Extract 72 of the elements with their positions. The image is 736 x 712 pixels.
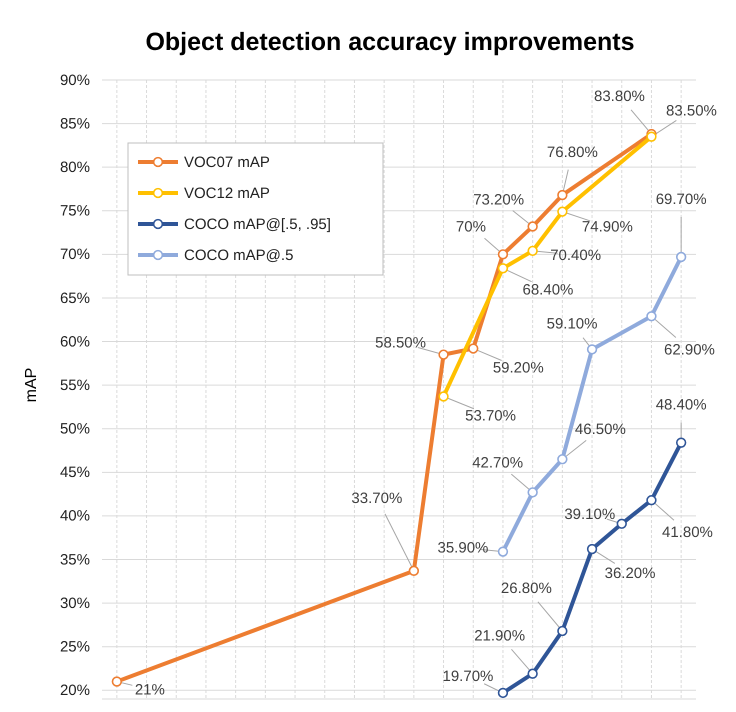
point <box>498 546 508 557</box>
point <box>438 391 449 402</box>
data-label: 62.90% <box>664 341 715 358</box>
point <box>498 263 508 274</box>
point <box>498 249 508 260</box>
data-label: 70% <box>456 218 486 236</box>
data-label: 83.80% <box>594 88 645 106</box>
data-label: 58.50% <box>375 334 426 352</box>
legend-label: COCO mAP@[.5, .95] <box>184 216 331 233</box>
point <box>408 566 420 576</box>
legend-label: VOC07 mAP <box>184 154 270 171</box>
y-tick-label: 75% <box>60 202 90 220</box>
y-tick-label: 55% <box>60 376 90 394</box>
point <box>468 343 478 354</box>
point <box>557 190 568 200</box>
data-label: 70.40% <box>550 246 602 264</box>
data-label: 83.50% <box>666 102 717 120</box>
y-tick-label: 50% <box>60 420 90 438</box>
data-label: 21% <box>134 682 165 699</box>
point <box>527 246 538 256</box>
legend-label: COCO mAP@.5 <box>184 247 294 264</box>
y-tick-label: 40% <box>60 508 90 525</box>
point <box>646 311 657 322</box>
data-label: 39.10% <box>564 506 616 523</box>
point <box>438 349 449 360</box>
y-tick-label: 45% <box>60 464 90 482</box>
y-tick-label: 25% <box>60 638 90 656</box>
data-label: 42.70% <box>472 454 524 472</box>
y-tick-label: 35% <box>60 551 90 568</box>
data-label: 26.80% <box>500 580 552 597</box>
data-label: 53.70% <box>465 407 516 424</box>
point <box>527 487 538 498</box>
y-tick-label: 20% <box>60 682 90 700</box>
point <box>676 438 686 448</box>
data-label: 21.90% <box>474 628 526 645</box>
point <box>586 544 598 554</box>
data-label: 48.40% <box>656 396 707 414</box>
data-label: 59.20% <box>492 360 544 377</box>
data-label: 33.70% <box>351 490 402 507</box>
y-tick-label: 90% <box>60 72 90 89</box>
legend-label: VOC12 mAP <box>184 185 270 202</box>
point <box>676 252 686 262</box>
data-label: 76.80% <box>546 144 598 162</box>
point <box>557 454 568 464</box>
y-tick-label: 80% <box>60 158 90 176</box>
point <box>557 206 568 217</box>
data-label: 74.90% <box>582 218 633 236</box>
y-tick-label: 65% <box>60 290 90 307</box>
y-tick-label: 70% <box>60 246 90 264</box>
data-label: 46.50% <box>574 421 626 438</box>
data-label: 69.70% <box>656 190 707 208</box>
data-label: 59.10% <box>546 315 598 332</box>
data-label: 19.70% <box>442 668 494 685</box>
y-tick-label: 60% <box>60 333 90 350</box>
point <box>498 688 508 698</box>
point <box>586 344 598 355</box>
data-label: 73.20% <box>473 191 524 208</box>
point <box>646 495 657 506</box>
data-label: 36.20% <box>604 565 656 582</box>
point <box>646 132 657 142</box>
data-label: 35.90% <box>438 540 488 557</box>
chart-title: Object detection accuracy improvements <box>145 28 635 56</box>
point <box>527 221 538 232</box>
point <box>616 518 627 529</box>
point <box>557 626 568 636</box>
point <box>527 668 538 679</box>
y-axis-title: mAP <box>23 368 40 402</box>
point <box>112 676 122 687</box>
data-label: 41.80% <box>662 524 713 542</box>
data-label: 68.40% <box>522 281 574 298</box>
y-tick-label: 30% <box>60 594 90 612</box>
y-tick-label: 85% <box>60 115 90 132</box>
